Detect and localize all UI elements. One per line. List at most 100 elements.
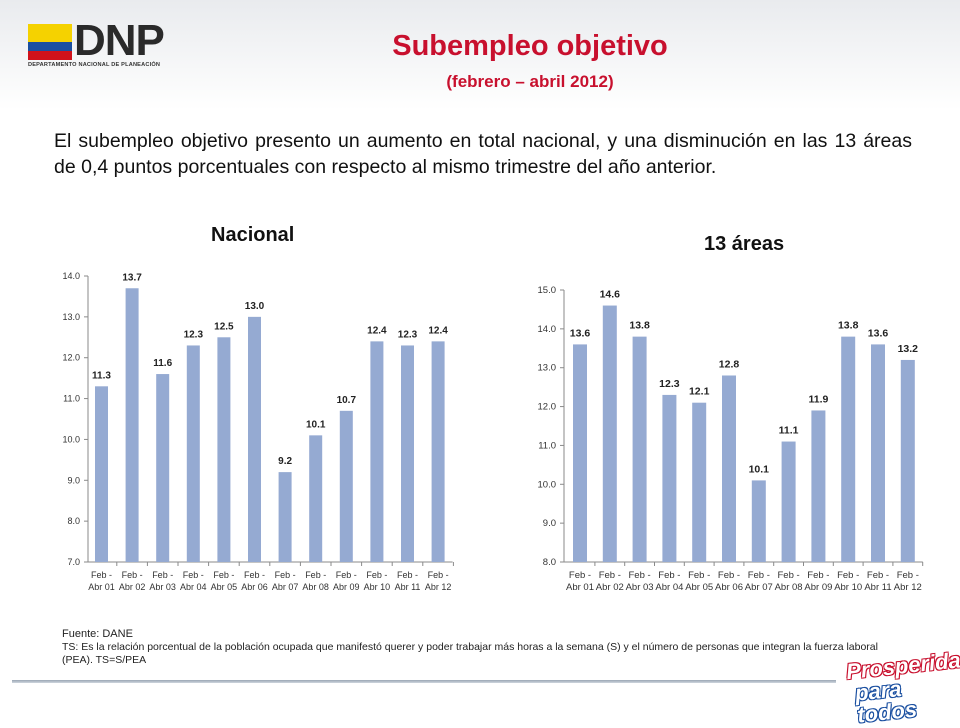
x-tick-label: Abr 07	[272, 582, 299, 592]
bar-value-label: 12.5	[214, 321, 234, 332]
bar	[781, 441, 796, 562]
source-note: Fuente: DANE	[62, 628, 133, 640]
bar	[431, 341, 445, 562]
bar	[573, 344, 587, 562]
x-tick-label: Feb -	[748, 570, 770, 581]
bar-value-label: 12.3	[398, 329, 418, 340]
bar	[811, 410, 826, 562]
y-tick-label: 14.0	[62, 271, 80, 281]
page-title: Subempleo objetivo	[392, 30, 668, 62]
bar	[309, 435, 323, 562]
x-tick-label: Feb -	[688, 570, 710, 581]
bar-value-label: 11.3	[92, 370, 111, 381]
x-tick-label: Feb -	[305, 570, 326, 580]
y-tick-label: 14.0	[538, 324, 557, 335]
bar-value-label: 13.6	[868, 327, 889, 339]
x-tick-label: Abr 12	[425, 582, 452, 592]
bar	[248, 316, 261, 562]
x-tick-label: Abr 10	[834, 582, 862, 593]
bar	[125, 288, 139, 562]
bar-value-label: 11.1	[779, 425, 799, 437]
bar	[841, 336, 856, 562]
x-tick-label: Feb -	[244, 570, 265, 580]
y-tick-label: 10.0	[62, 434, 80, 444]
y-tick-label: 15.0	[538, 285, 557, 296]
y-tick-label: 9.0	[67, 475, 80, 485]
prosperidad-logo: Prosperidad para todos	[845, 646, 960, 728]
y-tick-label: 8.0	[543, 557, 556, 568]
definition-note: TS: Es la relación porcentual de la pobl…	[62, 641, 878, 666]
x-tick-label: Feb -	[122, 570, 143, 580]
bar-value-label: 12.4	[428, 325, 448, 336]
x-tick-label: Abr 02	[119, 582, 146, 592]
y-tick-label: 12.0	[62, 353, 80, 363]
bar	[95, 386, 108, 562]
x-tick-label: Abr 11	[864, 582, 891, 593]
bar-value-label: 13.8	[838, 320, 859, 332]
bar	[900, 359, 915, 562]
bar	[217, 337, 231, 562]
x-tick-label: Abr 09	[804, 582, 832, 593]
bar-value-label: 12.3	[184, 329, 204, 340]
x-tick-label: Feb -	[599, 570, 621, 581]
header-band	[0, 0, 960, 110]
bar	[871, 344, 885, 562]
x-tick-label: Feb -	[397, 570, 418, 580]
bar	[186, 345, 200, 562]
y-tick-label: 12.0	[538, 402, 557, 413]
bar-value-label: 10.1	[306, 419, 326, 430]
bar-value-label: 13.2	[898, 343, 919, 355]
x-tick-label: Abr 03	[626, 582, 654, 593]
bar	[692, 402, 707, 562]
x-tick-label: Feb -	[91, 570, 112, 580]
x-tick-label: Feb -	[213, 570, 234, 580]
page-subtitle: (febrero – abril 2012)	[446, 72, 614, 91]
x-tick-label: Abr 05	[685, 582, 713, 593]
x-tick-label: Feb -	[718, 570, 740, 581]
y-tick-label: 11.0	[63, 394, 80, 404]
bar-value-label: 14.6	[600, 289, 621, 301]
x-tick-label: Feb -	[807, 570, 829, 581]
x-tick-label: Feb -	[183, 570, 204, 580]
y-tick-label: 13.0	[62, 312, 80, 322]
chart-nacional: 7.0 8.0 9.0 10.0 11.0 12.0 13.0 14.0 11.3 Feb - Ab…	[62, 271, 454, 592]
bar-value-label: 13.0	[245, 301, 265, 312]
x-tick-label: Feb -	[336, 570, 357, 580]
bar-value-label: 12.4	[367, 325, 387, 336]
x-tick-label: Feb -	[837, 570, 859, 581]
bar-value-label: 11.6	[153, 358, 172, 369]
logo-subtitle: DEPARTAMENTO NACIONAL DE PLANEACIÓN	[28, 62, 161, 68]
bar	[722, 375, 736, 562]
bar-value-label: 10.7	[337, 395, 357, 406]
bar-value-label: 13.8	[629, 320, 650, 332]
bar-value-label: 13.7	[122, 272, 142, 283]
x-tick-label: Feb -	[629, 570, 651, 581]
x-tick-label: Abr 05	[211, 582, 238, 592]
x-tick-label: Feb -	[366, 570, 387, 580]
x-tick-label: Feb -	[428, 570, 449, 580]
brand-line-2: para todos	[853, 675, 919, 728]
chart-title-13-areas: 13 áreas	[704, 233, 785, 255]
x-tick-label: Feb -	[569, 570, 591, 581]
x-tick-label: Abr 07	[745, 582, 773, 593]
footer-notes: Fuente: DANE TS: Es la relación porcentu…	[62, 628, 892, 667]
y-tick-label: 10.0	[538, 479, 557, 490]
bar	[156, 374, 170, 562]
colombia-flag-icon	[28, 24, 72, 60]
bar	[602, 305, 617, 562]
bar	[662, 394, 677, 562]
x-tick-label: Abr 04	[180, 582, 207, 592]
bar	[751, 480, 766, 562]
x-tick-label: Abr 09	[333, 582, 360, 592]
bar-value-label: 11.9	[808, 393, 828, 405]
summary-paragraph: El subempleo objetivo presento un aument…	[54, 130, 912, 178]
x-tick-label: Abr 10	[364, 582, 391, 592]
x-tick-label: Abr 06	[715, 582, 743, 593]
x-tick-label: Feb -	[658, 570, 680, 581]
bar-value-label: 12.1	[689, 386, 710, 398]
bar	[401, 345, 414, 562]
x-tick-label: Feb -	[152, 570, 173, 580]
x-tick-label: Abr 03	[149, 582, 176, 592]
x-tick-label: Feb -	[778, 570, 800, 581]
